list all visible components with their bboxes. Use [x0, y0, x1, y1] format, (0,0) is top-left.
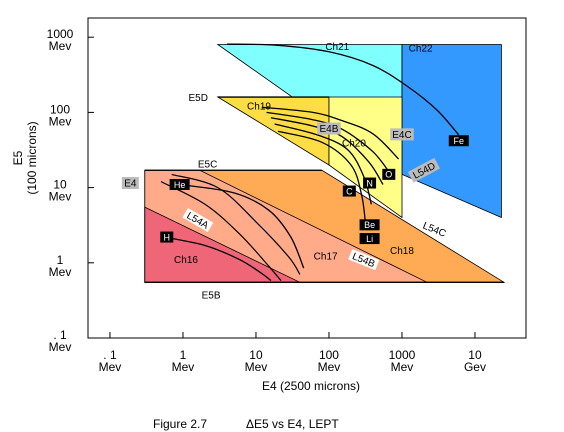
diagonal-label-bg-l54a — [182, 208, 214, 233]
boxed-label-group-e4: E4 — [121, 177, 139, 190]
diagonal-label-bg-l54c — [419, 218, 451, 240]
region-label-ch19: Ch19 — [247, 101, 271, 112]
x-tick-label: 10 — [249, 348, 263, 362]
y-axis-title: E5 — [11, 150, 25, 165]
badge-n — [363, 177, 377, 189]
axis-ticks: . 1Mev1Mev10Mev100Mev1000Mev10Gev1000Mev… — [47, 27, 486, 374]
badge-label-he: He — [174, 180, 186, 190]
y-tick-label: 100 — [50, 102, 70, 116]
track-h — [163, 236, 272, 282]
region-ch22 — [401, 44, 502, 219]
badge-c — [342, 185, 356, 197]
region-label-ch17: Ch17 — [314, 252, 338, 263]
boxed-label-bg-l54d — [407, 157, 441, 183]
figure-number: Figure 2.7 — [153, 417, 207, 431]
y-tick-label: 1000 — [47, 27, 74, 41]
y-tick-unit: Mev — [49, 265, 72, 279]
track-n — [266, 111, 392, 175]
region-ch19 — [216, 96, 330, 166]
y-tick-unit: Mev — [49, 39, 72, 53]
region-label-ch18: Ch18 — [390, 246, 414, 257]
y-tick-label: . 1 — [53, 328, 67, 342]
y-tick-label: 10 — [53, 178, 67, 192]
track-o — [261, 106, 400, 160]
track-li — [277, 130, 367, 227]
badge-he — [169, 178, 190, 190]
guide-line-2 — [160, 181, 282, 281]
x-tick-label: 100 — [319, 348, 339, 362]
track-he — [179, 183, 305, 269]
plot-frame — [87, 17, 527, 339]
badge-fe — [448, 135, 469, 147]
badge-label-li: Li — [366, 234, 373, 244]
x-tick-unit: Mev — [245, 360, 268, 374]
lines-layer — [144, 43, 505, 283]
region-label-ch20: Ch20 — [342, 139, 366, 150]
badge-be — [359, 219, 380, 231]
boundary-label-e5c: E5C — [198, 159, 217, 170]
badge-label-n: N — [366, 178, 373, 188]
boxed-label-e4: E4 — [124, 179, 137, 190]
x-tick-unit: Mev — [99, 360, 122, 374]
region-label-ch16: Ch16 — [174, 255, 198, 266]
x-tick-label: 1 — [180, 348, 187, 362]
x-tick-unit: Mev — [318, 360, 341, 374]
figure-caption: ΔE5 vs E4, LEPT — [246, 417, 339, 431]
y-tick-unit: Mev — [49, 340, 72, 354]
boundary-label-e5d: E5D — [189, 93, 208, 104]
badge-h — [160, 231, 174, 243]
boxed-label-group-e4c: E4C — [390, 128, 414, 141]
y-tick-unit: Mev — [49, 114, 72, 128]
guide-line-1 — [171, 173, 301, 275]
x-tick-unit: Mev — [391, 360, 414, 374]
x-tick-label: 10 — [468, 348, 482, 362]
badge-label-o: O — [385, 170, 392, 180]
badge-li — [359, 233, 380, 245]
region-label-ch21: Ch21 — [325, 42, 349, 53]
y-tick-unit: Mev — [49, 190, 72, 204]
diagonal-label-bg-l54b — [348, 249, 380, 271]
x-tick-label: . 1 — [103, 348, 117, 362]
badge-o — [382, 168, 396, 180]
boxed-label-bg-e4c — [390, 128, 414, 141]
boxed-label-bg-e4b — [317, 122, 341, 135]
track-c — [270, 117, 384, 185]
badge-label-h: H — [164, 232, 171, 242]
y-axis-subtitle: (100 microns) — [25, 121, 39, 194]
x-tick-label: 1000 — [389, 348, 416, 362]
boxed-label-e4b: E4B — [320, 124, 339, 135]
boxed-label-group-e4b: E4B — [317, 122, 341, 135]
x-tick-unit: Mev — [172, 360, 195, 374]
badge-label-fe: Fe — [454, 136, 465, 146]
track-fe — [226, 43, 460, 136]
badge-label-c: C — [346, 186, 353, 196]
labels-layer: Ch21 Ch22 Ch19 Ch20 Ch18 Ch17 Ch16 E5C E5B E5D Fe O… — [121, 42, 469, 301]
x-tick-unit: Gev — [464, 360, 486, 374]
boxed-label-e4c: E4C — [392, 130, 411, 141]
badge-label-be: Be — [364, 220, 375, 230]
boxed-label-bg-e4 — [121, 177, 139, 190]
x-axis-title: E4 (2500 microns) — [262, 379, 360, 393]
y-tick-label: 1 — [57, 253, 64, 267]
boundary-label-e5b: E5B — [202, 290, 221, 301]
region-label-ch22: Ch22 — [409, 43, 433, 54]
